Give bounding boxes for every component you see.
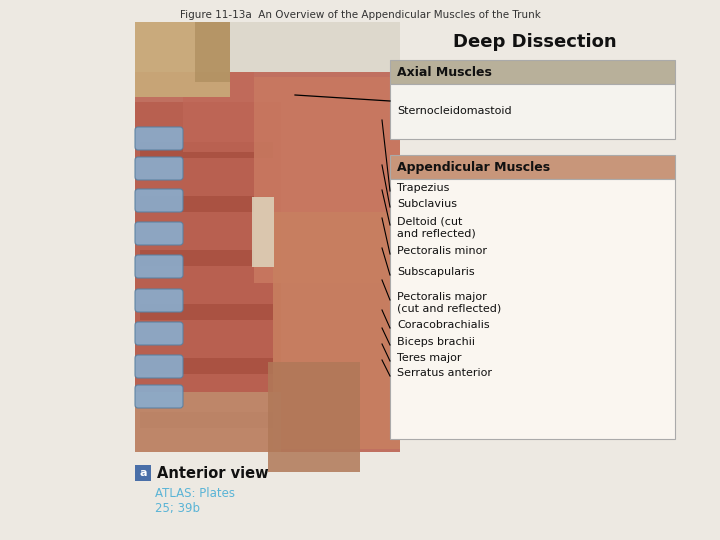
- Bar: [135, 22, 400, 452]
- FancyBboxPatch shape: [135, 127, 183, 150]
- FancyBboxPatch shape: [135, 255, 183, 278]
- Text: Subclavius: Subclavius: [397, 199, 457, 209]
- Text: Teres major: Teres major: [397, 353, 462, 363]
- Text: Coracobrachialis: Coracobrachialis: [397, 320, 490, 330]
- Bar: [195, 22, 230, 82]
- FancyBboxPatch shape: [135, 385, 183, 408]
- Text: Pectoralis major
(cut and reflected): Pectoralis major (cut and reflected): [397, 292, 501, 314]
- Bar: [140, 250, 272, 266]
- Text: Appendicular Muscles: Appendicular Muscles: [397, 160, 550, 173]
- FancyBboxPatch shape: [135, 289, 183, 312]
- Text: Anterior view: Anterior view: [157, 465, 269, 481]
- Bar: [183, 72, 254, 152]
- Text: Deltoid (cut
and reflected): Deltoid (cut and reflected): [397, 217, 476, 239]
- Bar: [268, 362, 360, 472]
- Text: Trapezius: Trapezius: [397, 183, 449, 193]
- Bar: [140, 169, 272, 185]
- Bar: [135, 465, 151, 481]
- Bar: [135, 392, 281, 452]
- Bar: [251, 197, 274, 267]
- Bar: [140, 142, 272, 158]
- Bar: [135, 102, 281, 452]
- Text: Pectoralis minor: Pectoralis minor: [397, 246, 487, 256]
- FancyBboxPatch shape: [135, 322, 183, 345]
- Bar: [140, 196, 272, 212]
- FancyBboxPatch shape: [135, 157, 183, 180]
- FancyBboxPatch shape: [135, 222, 183, 245]
- Bar: [390, 84, 675, 139]
- Text: Figure 11-13a  An Overview of the Appendicular Muscles of the Trunk: Figure 11-13a An Overview of the Appendi…: [179, 10, 541, 20]
- Bar: [390, 179, 675, 439]
- Bar: [140, 223, 272, 239]
- Text: Subscapularis: Subscapularis: [397, 267, 474, 277]
- Bar: [135, 22, 230, 97]
- Text: Axial Muscles: Axial Muscles: [397, 65, 492, 78]
- Bar: [135, 72, 400, 452]
- Text: ATLAS: Plates
25; 39b: ATLAS: Plates 25; 39b: [155, 487, 235, 515]
- Bar: [140, 331, 272, 347]
- Bar: [273, 212, 400, 449]
- FancyBboxPatch shape: [135, 189, 183, 212]
- Text: a: a: [139, 468, 147, 478]
- Bar: [140, 277, 272, 293]
- Bar: [140, 412, 272, 428]
- Bar: [140, 358, 272, 374]
- Bar: [390, 155, 675, 179]
- Text: Deep Dissection: Deep Dissection: [453, 33, 617, 51]
- Bar: [140, 304, 272, 320]
- Bar: [254, 77, 400, 284]
- Text: Sternocleidomastoid: Sternocleidomastoid: [397, 106, 512, 117]
- Text: Serratus anterior: Serratus anterior: [397, 368, 492, 378]
- Bar: [140, 385, 272, 401]
- Bar: [390, 60, 675, 84]
- Text: Biceps brachii: Biceps brachii: [397, 337, 475, 347]
- FancyBboxPatch shape: [135, 355, 183, 378]
